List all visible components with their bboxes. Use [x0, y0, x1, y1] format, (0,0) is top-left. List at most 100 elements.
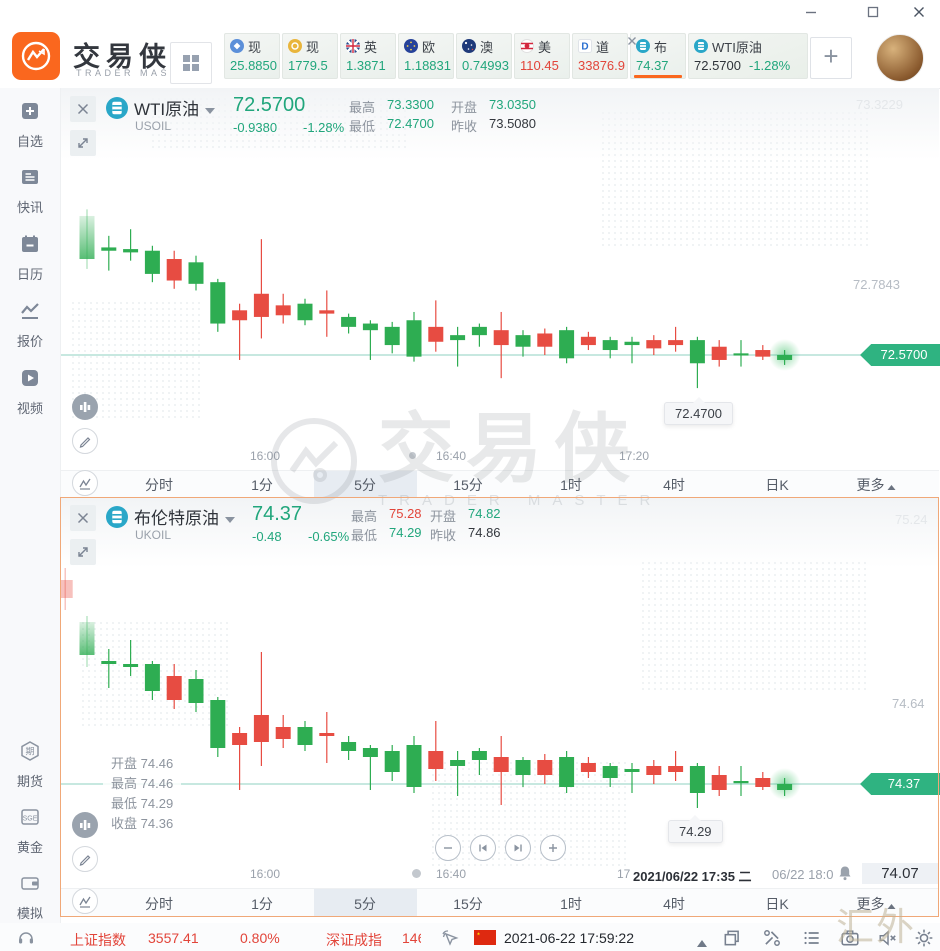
- panel-close-button[interactable]: [70, 96, 96, 122]
- quote-tab-aud[interactable]: 澳 0.74993: [456, 33, 512, 79]
- quote-tab-brent[interactable]: 布 74.37: [627, 33, 686, 79]
- oil-icon: [636, 39, 650, 53]
- x-axis-tick: 17: [617, 867, 631, 881]
- flag-gbp-icon: [346, 39, 360, 53]
- sidebar-item-quotes[interactable]: 报价: [0, 300, 60, 350]
- windows-layout-icon[interactable]: [722, 928, 742, 948]
- sidebar-item-calendar[interactable]: 日历: [0, 233, 60, 283]
- draw-tool-button[interactable]: [72, 428, 98, 454]
- tab-value: 1779.5: [288, 58, 328, 73]
- shenzhen-index-label[interactable]: 深证成指: [326, 932, 382, 948]
- close-button[interactable]: [904, 2, 934, 22]
- tab-value: 0.74993: [462, 58, 509, 73]
- x-axis-tick: 16:40: [436, 867, 467, 881]
- zoom-in-button[interactable]: [540, 835, 566, 861]
- timeframe-5m[interactable]: 5分: [354, 477, 376, 493]
- wti-candle-chart[interactable]: [61, 155, 939, 470]
- ohlc-high-label: 最高: [111, 776, 138, 791]
- quote-tab-wti[interactable]: WTI原油 72.5700 -1.28%: [688, 33, 808, 79]
- collapse-up-icon[interactable]: [694, 934, 707, 951]
- headset-icon[interactable]: [16, 928, 36, 948]
- gear-icon[interactable]: [914, 928, 934, 948]
- sidebar-item-video[interactable]: 视频: [0, 367, 60, 417]
- timeframe-4h[interactable]: 4时: [663, 477, 685, 493]
- y-axis-label: 73.3229: [856, 97, 903, 112]
- brent-candle-chart[interactable]: [61, 560, 939, 865]
- sidebar-item-label: 快讯: [16, 200, 43, 215]
- quote-tab-gold[interactable]: 现 1779.5: [282, 33, 338, 79]
- high-label: 最高: [349, 100, 376, 115]
- ohlc-high-value: 74.46: [140, 776, 174, 791]
- timeframe-4h[interactable]: 4时: [663, 896, 685, 912]
- skip-forward-button[interactable]: [505, 835, 531, 861]
- quote-tab-usdjpy[interactable]: 美 110.45: [514, 33, 570, 79]
- quote-tab-silver[interactable]: 现 25.8850: [224, 33, 280, 79]
- timeframe-1m[interactable]: 1分: [251, 896, 273, 912]
- sidebar-item-demo[interactable]: 模拟: [0, 872, 60, 922]
- tab-label: WTI原油: [712, 39, 762, 55]
- timeframe-1h[interactable]: 1时: [560, 896, 582, 912]
- tab-close-icon[interactable]: [627, 36, 637, 46]
- timeframe-more[interactable]: 更多: [857, 894, 896, 914]
- timeframe-1d[interactable]: 日K: [765, 477, 789, 493]
- current-price-tag: 72.5700: [860, 344, 940, 366]
- symbol-title[interactable]: 布伦特原油: [134, 504, 235, 529]
- price-change-pct: -0.65%: [308, 529, 350, 544]
- user-avatar[interactable]: [876, 34, 924, 82]
- mute-icon[interactable]: [878, 928, 898, 948]
- timeframe-1d[interactable]: 日K: [765, 896, 789, 912]
- timeframe-15m[interactable]: 15分: [453, 896, 483, 912]
- layout-grid-button[interactable]: [170, 42, 212, 84]
- timeframe-1h[interactable]: 1时: [560, 477, 582, 493]
- sidebar: 自选 快讯 日历 报价 视频 期 期货 SGE 黄金 模拟: [0, 88, 61, 923]
- volume-toggle-button[interactable]: [72, 812, 98, 838]
- panel-expand-button[interactable]: [70, 130, 96, 156]
- sidebar-item-news[interactable]: 快讯: [0, 166, 60, 216]
- draw-tool-button[interactable]: [72, 846, 98, 872]
- minimize-icon: [806, 11, 816, 14]
- oil-icon: [106, 97, 128, 119]
- tools-icon[interactable]: [762, 928, 782, 948]
- quote-tab-gbp[interactable]: 英 1.3871: [340, 33, 396, 79]
- minimize-button[interactable]: [796, 2, 826, 22]
- tab-value: 25.8850: [230, 58, 277, 73]
- ohlc-open-value: 74.46: [140, 756, 174, 771]
- camera-icon[interactable]: [840, 928, 860, 948]
- timeframe-fenshi[interactable]: 分时: [145, 477, 173, 493]
- skip-back-button[interactable]: [470, 835, 496, 861]
- sidebar-item-gold[interactable]: SGE 黄金: [0, 806, 60, 856]
- price-change-pct: -1.28%: [303, 120, 345, 135]
- zoom-out-button[interactable]: [435, 835, 461, 861]
- remote-connect-icon[interactable]: [440, 928, 460, 948]
- add-symbol-button[interactable]: +: [810, 37, 852, 79]
- list-icon[interactable]: [802, 928, 822, 948]
- sidebar-item-futures[interactable]: 期 期货: [0, 740, 60, 790]
- more-label: 更多: [856, 896, 885, 912]
- quote-tab-dow[interactable]: D 道 33876.9: [572, 33, 628, 79]
- timeframe-1m[interactable]: 1分: [251, 477, 273, 493]
- tab-value-price: 72.5700: [694, 58, 741, 73]
- timeframe-15m[interactable]: 15分: [453, 477, 483, 493]
- flag-cn-icon: [474, 930, 496, 945]
- sidebar-item-watchlist[interactable]: 自选: [0, 100, 60, 150]
- symbol-title[interactable]: WTI原油: [134, 95, 216, 120]
- indicator-button[interactable]: [72, 888, 98, 914]
- panel-expand-button[interactable]: [70, 539, 96, 565]
- sidebar-item-label: 黄金: [16, 840, 43, 855]
- tab-label: 现: [306, 39, 320, 55]
- shanghai-index-label[interactable]: 上证指数: [70, 932, 126, 948]
- alert-bell-icon[interactable]: [836, 864, 854, 882]
- volume-bars-icon: [80, 820, 91, 830]
- timeframe-5m[interactable]: 5分: [354, 896, 376, 912]
- timeframe-more[interactable]: 更多: [857, 475, 896, 495]
- price-change: -0.48: [252, 529, 282, 544]
- close-icon: [77, 512, 89, 524]
- volume-toggle-button[interactable]: [72, 394, 98, 420]
- indicator-button[interactable]: [72, 470, 98, 496]
- shanghai-index-pct: 0.80%: [240, 930, 280, 946]
- timeframe-fenshi[interactable]: 分时: [145, 896, 173, 912]
- quote-tab-eur[interactable]: 欧 1.18831: [398, 33, 454, 79]
- maximize-button[interactable]: [858, 2, 888, 22]
- sidebar-item-label: 自选: [16, 134, 43, 149]
- panel-close-button[interactable]: [70, 505, 96, 531]
